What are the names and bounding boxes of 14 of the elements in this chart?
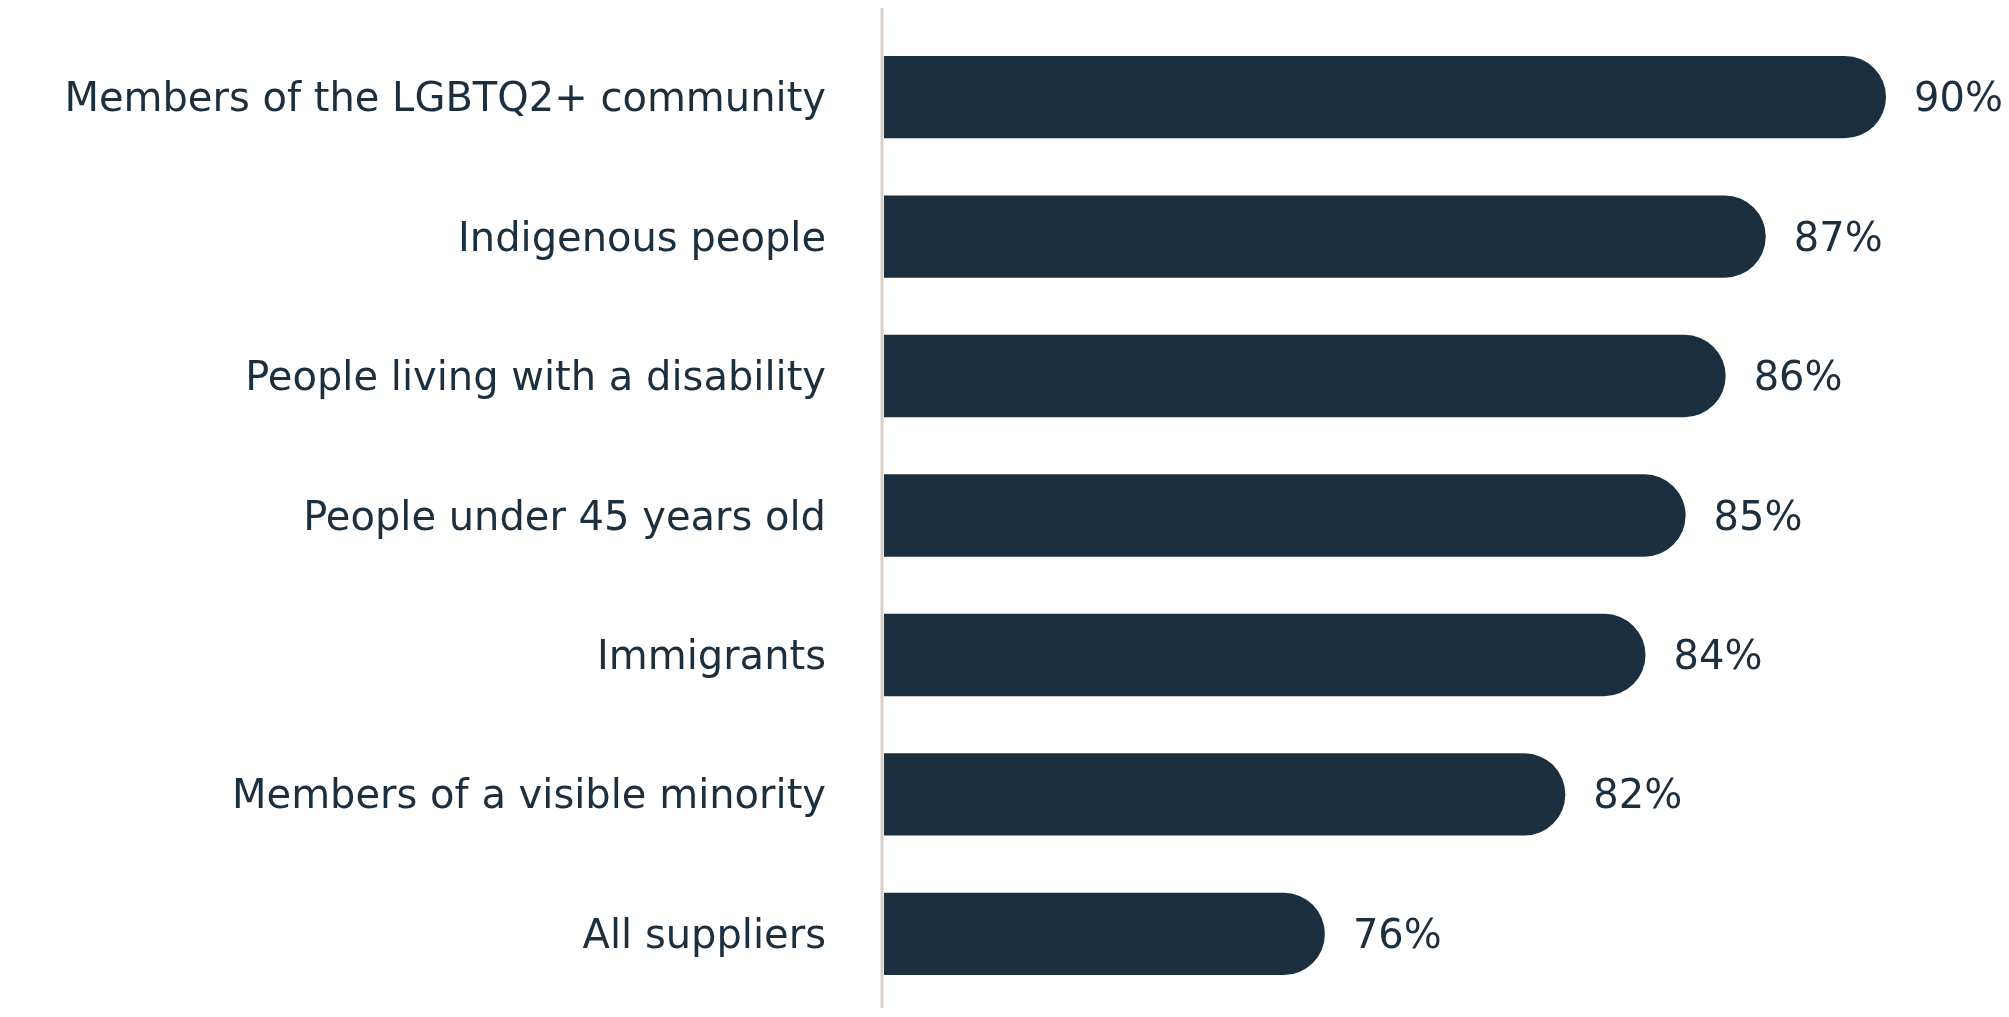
data-label: 82% xyxy=(1593,771,1683,818)
data-label: 87% xyxy=(1793,213,1883,260)
data-label: 90% xyxy=(1914,74,2003,121)
data-label: 85% xyxy=(1713,492,1803,539)
y-tick-label: Immigrants xyxy=(596,631,826,678)
y-tick-label: All suppliers xyxy=(582,910,826,957)
y-tick-label: Members of a visible minority xyxy=(232,771,826,818)
y-tick-label: People under 45 years old xyxy=(303,492,826,539)
data-label: 84% xyxy=(1673,631,1763,678)
data-label: 86% xyxy=(1753,353,1843,400)
y-tick-label: Indigenous people xyxy=(458,213,826,260)
y-tick-label: Members of the LGBTQ2+ community xyxy=(64,74,826,121)
data-label: 76% xyxy=(1352,910,1442,957)
y-tick-label: People living with a disability xyxy=(245,353,826,400)
